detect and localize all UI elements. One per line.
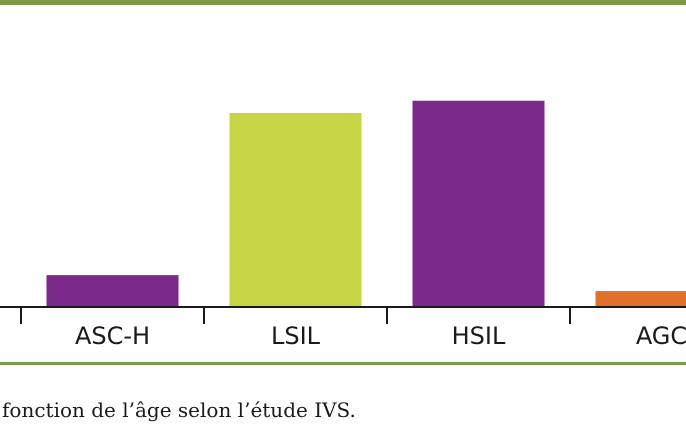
figure-caption: fonction de l’âge selon l’étude IVS. <box>2 398 356 422</box>
top-rule <box>0 0 686 5</box>
x-tick-label-lsil: LSIL <box>271 322 321 350</box>
x-axis-ticks <box>20 307 571 324</box>
bars-group <box>46 100 686 307</box>
x-tick-label-hsil: HSIL <box>452 322 506 350</box>
bar-asc-h <box>46 275 179 307</box>
bar-agc <box>595 291 686 307</box>
x-tick-label-agc: AGC <box>636 322 686 350</box>
bar-lsil <box>229 112 362 307</box>
bar-chart: ASC-H LSIL HSIL AGC <box>0 100 686 350</box>
x-tick-label-asc-h: ASC-H <box>75 322 150 350</box>
bottom-rule <box>0 362 686 365</box>
bar-hsil <box>412 100 545 307</box>
x-axis-tick-labels: ASC-H LSIL HSIL AGC <box>75 322 686 350</box>
